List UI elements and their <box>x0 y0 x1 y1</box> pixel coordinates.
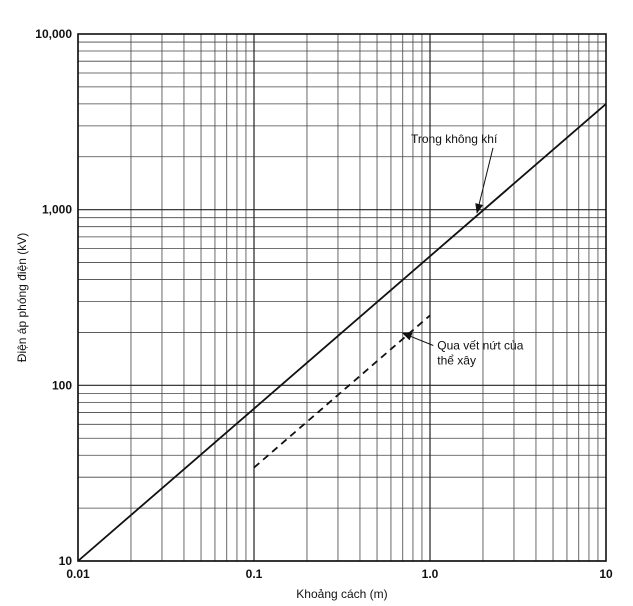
annotation-label-air: Trong không khí <box>411 132 498 146</box>
series-layer <box>77 103 607 562</box>
y-axis-label: Điện áp phóng điện (kV) <box>15 233 29 362</box>
plot-frame <box>77 33 607 562</box>
annotation-label-masonry-crack: thể xây <box>437 353 476 367</box>
x-tick-label: 1.0 <box>422 567 439 581</box>
x-tick-labels: 0.01 0.1 1.0 10 <box>66 567 613 581</box>
series-line-air <box>77 103 607 562</box>
x-tick-label: 0.01 <box>66 567 90 581</box>
x-axis-label: Khoảng cách (m) <box>296 587 387 601</box>
y-tick-label: 100 <box>52 378 72 392</box>
y-tick-label: 10,000 <box>35 27 72 41</box>
y-tick-labels: 10 100 1,000 10,000 <box>35 27 72 568</box>
x-tick-label: 10 <box>599 567 613 581</box>
y-tick-label: 10 <box>59 554 73 568</box>
x-tick-label: 0.1 <box>246 567 263 581</box>
series-line-masonry-crack <box>253 314 431 469</box>
annotation-label-masonry-crack: Qua vết nứt của <box>437 338 523 352</box>
grid-major <box>77 34 606 562</box>
grid-minor <box>78 34 606 561</box>
annotation-arrow-air <box>475 147 494 214</box>
annotation-arrow-masonry-crack <box>401 332 434 346</box>
y-tick-label: 1,000 <box>42 203 72 217</box>
